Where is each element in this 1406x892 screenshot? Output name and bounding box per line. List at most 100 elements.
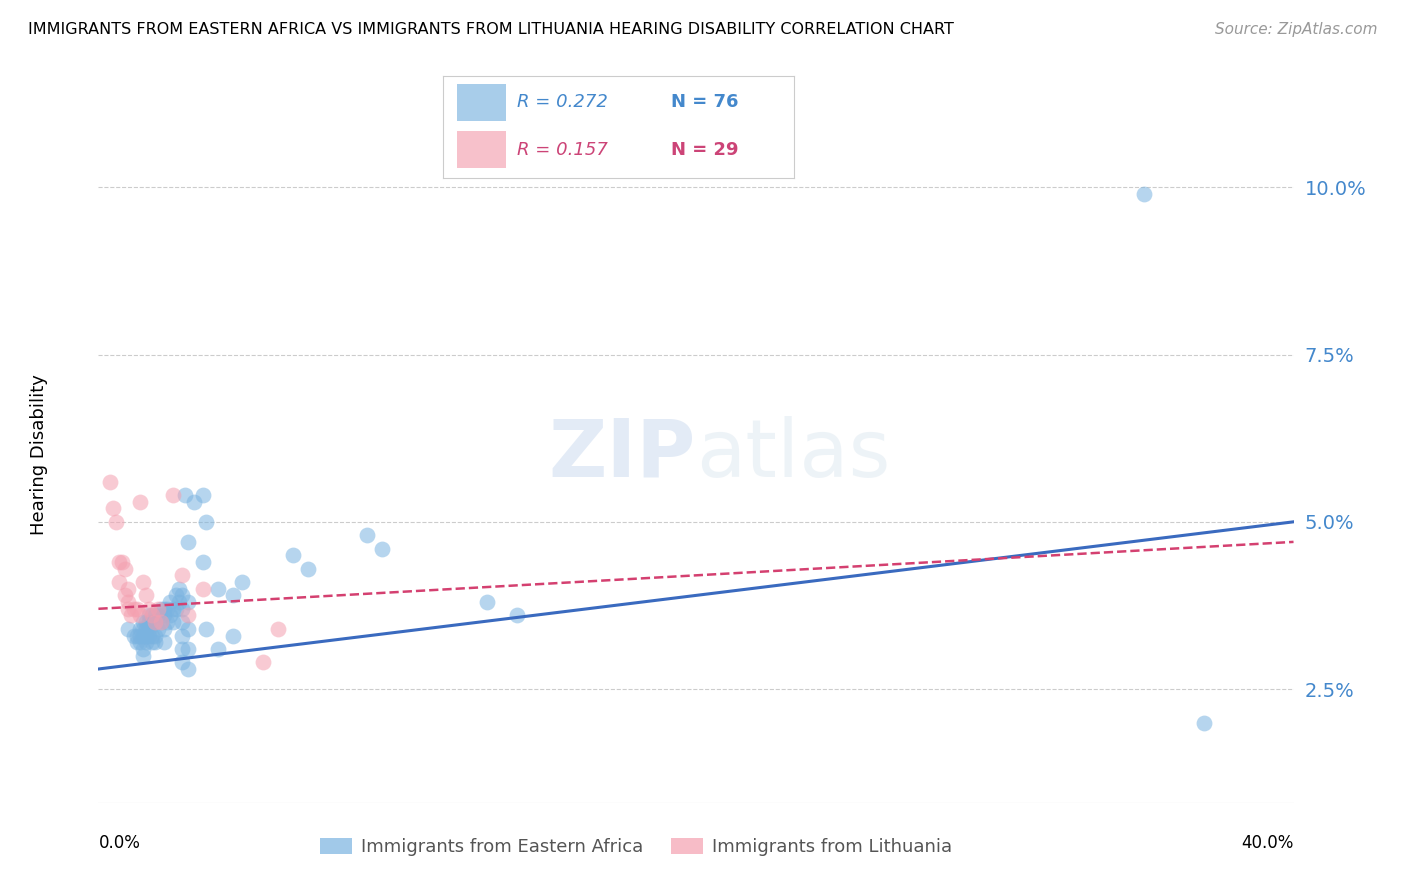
Point	[191, 555, 214, 569]
Point	[124, 602, 146, 616]
Point	[143, 608, 166, 623]
Point	[111, 555, 134, 569]
Point	[159, 595, 181, 609]
Text: Source: ZipAtlas.com: Source: ZipAtlas.com	[1215, 22, 1378, 37]
Point	[135, 589, 157, 603]
Point	[222, 589, 245, 603]
Point	[177, 622, 200, 636]
Point	[207, 582, 229, 596]
Point	[153, 602, 176, 616]
Point	[172, 628, 194, 642]
Point	[195, 515, 218, 529]
Point	[162, 602, 184, 616]
Point	[150, 615, 173, 630]
Point	[252, 655, 274, 669]
Point	[162, 488, 184, 502]
Point	[207, 642, 229, 657]
Point	[162, 615, 184, 630]
Point	[143, 635, 166, 649]
Point	[108, 574, 131, 589]
Point	[117, 602, 139, 616]
Point	[141, 615, 163, 630]
Point	[475, 595, 498, 609]
Point	[132, 574, 155, 589]
Point	[132, 642, 155, 657]
Point	[143, 615, 166, 630]
Point	[297, 562, 319, 576]
Point	[141, 628, 163, 642]
Point	[177, 608, 200, 623]
Point	[141, 608, 163, 623]
Point	[191, 488, 214, 502]
Point	[506, 608, 529, 623]
Point	[172, 568, 194, 582]
Point	[127, 635, 149, 649]
Point	[371, 541, 394, 556]
Point	[141, 608, 163, 623]
Point	[138, 608, 160, 623]
Text: 40.0%: 40.0%	[1241, 834, 1294, 852]
Point	[1192, 715, 1215, 730]
Point	[117, 595, 139, 609]
Point	[177, 642, 200, 657]
Point	[153, 635, 176, 649]
Point	[132, 648, 155, 663]
Point	[138, 628, 160, 642]
Point	[138, 622, 160, 636]
Point	[165, 602, 187, 616]
Point	[172, 589, 194, 603]
Point	[177, 662, 200, 676]
Point	[167, 582, 190, 596]
Point	[148, 602, 170, 616]
Point	[135, 635, 157, 649]
Point	[172, 642, 194, 657]
Point	[148, 622, 170, 636]
Point	[108, 555, 131, 569]
Point	[165, 589, 187, 603]
Point	[143, 615, 166, 630]
Point	[129, 622, 152, 636]
Text: 0.0%: 0.0%	[98, 834, 141, 852]
Point	[356, 528, 378, 542]
Bar	[457, 84, 506, 121]
Point	[138, 602, 160, 616]
Point	[100, 475, 122, 489]
Text: R = 0.272: R = 0.272	[517, 94, 607, 112]
Point	[222, 628, 245, 642]
Point	[135, 615, 157, 630]
Point	[174, 488, 197, 502]
Point	[143, 628, 166, 642]
Point	[132, 628, 155, 642]
Text: IMMIGRANTS FROM EASTERN AFRICA VS IMMIGRANTS FROM LITHUANIA HEARING DISABILITY C: IMMIGRANTS FROM EASTERN AFRICA VS IMMIGR…	[28, 22, 955, 37]
Point	[124, 628, 146, 642]
Text: atlas: atlas	[696, 416, 890, 494]
Point	[150, 615, 173, 630]
Point	[114, 562, 136, 576]
Point	[129, 635, 152, 649]
Text: N = 76: N = 76	[671, 94, 740, 112]
Text: ZIP: ZIP	[548, 416, 696, 494]
Point	[156, 602, 179, 616]
Point	[267, 622, 290, 636]
Point	[103, 501, 125, 516]
Point	[167, 595, 190, 609]
Point	[177, 534, 200, 549]
Text: N = 29: N = 29	[671, 141, 740, 159]
Point	[129, 608, 152, 623]
Point	[195, 622, 218, 636]
Point	[129, 628, 152, 642]
Point	[135, 622, 157, 636]
Point	[172, 602, 194, 616]
Point	[281, 548, 304, 563]
Point	[132, 615, 155, 630]
Point	[183, 494, 205, 508]
Point	[127, 628, 149, 642]
Point	[114, 589, 136, 603]
Point	[138, 615, 160, 630]
Point	[148, 608, 170, 623]
Bar	[457, 131, 506, 168]
Point	[153, 622, 176, 636]
Point	[127, 602, 149, 616]
Point	[1133, 187, 1156, 202]
Point	[135, 628, 157, 642]
